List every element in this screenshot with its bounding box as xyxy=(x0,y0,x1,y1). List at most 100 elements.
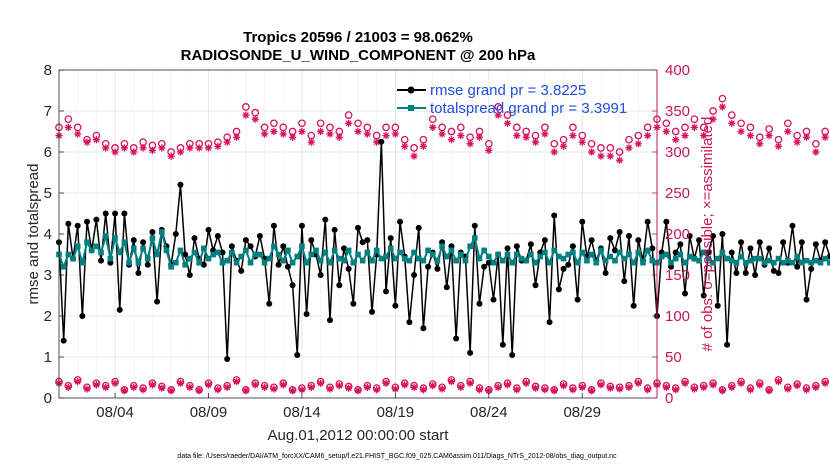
totalspread-point xyxy=(672,255,679,262)
asterisk-stroke xyxy=(411,153,418,160)
rmse-point xyxy=(266,300,273,307)
asterisk-stroke xyxy=(513,132,520,139)
rmse-point xyxy=(331,226,338,233)
asterisk-stroke xyxy=(569,132,576,139)
rmse-point xyxy=(724,341,731,348)
rmse-point xyxy=(317,272,324,278)
asterisk-stroke xyxy=(298,386,305,393)
totalspread-point xyxy=(677,251,684,258)
obs-assimilated-point xyxy=(756,140,764,148)
rmse-point xyxy=(789,222,796,229)
obs-assimilated-point xyxy=(288,133,297,141)
obs-assimilated-point xyxy=(354,387,362,395)
obs-assimilated-point xyxy=(251,115,259,123)
rmse-point xyxy=(663,218,670,225)
totalspread-point xyxy=(700,249,707,256)
asterisk-stroke xyxy=(812,384,819,391)
obs-assimilated-point xyxy=(541,386,549,394)
totalspread-point xyxy=(359,257,366,264)
totalspread-point xyxy=(789,259,796,266)
totalspread-point xyxy=(738,253,744,260)
rmse-point xyxy=(565,261,572,268)
totalspread-point xyxy=(140,245,146,252)
obs-assimilated-point xyxy=(260,130,269,138)
rmse-point xyxy=(710,233,717,240)
rmse-point xyxy=(551,212,558,219)
asterisk-stroke xyxy=(794,382,801,389)
totalspread-point xyxy=(453,257,459,264)
obs-assimilated-point xyxy=(410,152,418,160)
totalspread-point xyxy=(532,259,539,266)
totalspread-point xyxy=(523,257,529,264)
asterisk-stroke xyxy=(270,128,277,135)
rmse-point xyxy=(191,235,198,242)
totalspread-point xyxy=(728,257,735,264)
totalspread-point xyxy=(341,257,347,264)
rmse-point xyxy=(219,249,226,256)
rmse-point xyxy=(224,356,231,363)
totalspread-point xyxy=(705,255,712,262)
asterisk-stroke xyxy=(214,143,221,150)
asterisk-stroke xyxy=(728,384,735,391)
asterisk-stroke xyxy=(738,128,745,135)
totalspread-point xyxy=(364,249,371,256)
obs-assimilated-point xyxy=(130,148,138,156)
obs-possible-point xyxy=(718,94,727,103)
rmse-point xyxy=(98,257,105,264)
obs-assimilated-point xyxy=(130,383,138,391)
rmse-point xyxy=(359,239,366,246)
obs-assimilated-point xyxy=(737,127,745,136)
asterisk-stroke xyxy=(168,387,175,394)
totalspread-point xyxy=(233,259,240,266)
totalspread-point xyxy=(163,247,170,254)
rmse-point xyxy=(588,237,595,244)
rmse-point xyxy=(611,247,618,254)
rmse-point xyxy=(481,263,488,270)
rmse-point xyxy=(116,306,123,313)
asterisk-stroke xyxy=(224,139,231,146)
asterisk-stroke xyxy=(532,139,539,146)
obs-assimilated-point xyxy=(363,383,371,391)
obs-assimilated-point xyxy=(270,385,278,393)
asterisk-stroke xyxy=(112,380,119,387)
y-left-tick-label: 5 xyxy=(44,185,52,202)
obs-assimilated-point xyxy=(690,385,698,393)
obs-assimilated-point xyxy=(625,144,633,152)
asterisk-stroke xyxy=(336,382,343,389)
obs-assimilated-point xyxy=(587,387,596,395)
obs-possible-point xyxy=(550,139,559,148)
totalspread-point xyxy=(551,247,558,254)
asterisk-stroke xyxy=(579,139,586,146)
rmse-point xyxy=(579,218,586,225)
rmse-point xyxy=(397,218,404,225)
asterisk-stroke xyxy=(672,136,679,143)
obs-assimilated-point xyxy=(232,133,241,141)
legend-rmse-label: rmse grand pr = 3.8225 xyxy=(430,82,586,99)
asterisk-stroke xyxy=(467,380,474,387)
x-axis-label: Aug.01,2012 00:00:00 start xyxy=(268,427,450,444)
obs-assimilated-point xyxy=(457,383,465,391)
obs-assimilated-point xyxy=(784,127,792,136)
asterisk-stroke xyxy=(803,386,810,393)
asterisk-stroke xyxy=(457,132,464,139)
asterisk-stroke xyxy=(429,124,436,131)
obs-possible-point xyxy=(512,123,521,132)
asterisk-stroke xyxy=(728,120,735,127)
totalspread-point xyxy=(668,259,674,266)
totalspread-point xyxy=(369,257,375,264)
y-left-tick-label: 1 xyxy=(44,349,52,366)
obs-possible-point xyxy=(456,123,465,132)
obs-assimilated-point xyxy=(802,133,811,141)
rmse-point xyxy=(326,317,333,324)
rmse-point xyxy=(794,263,801,270)
obs-assimilated-point xyxy=(597,381,605,389)
totalspread-point xyxy=(514,251,520,258)
obs-assimilated-point xyxy=(176,379,185,387)
totalspread-point xyxy=(229,249,235,256)
asterisk-stroke xyxy=(308,139,315,146)
obs-possible-point xyxy=(344,111,353,119)
asterisk-stroke xyxy=(719,103,726,110)
rmse-point xyxy=(345,265,352,272)
asterisk-stroke xyxy=(364,384,371,391)
obs-assimilated-point xyxy=(317,127,325,136)
